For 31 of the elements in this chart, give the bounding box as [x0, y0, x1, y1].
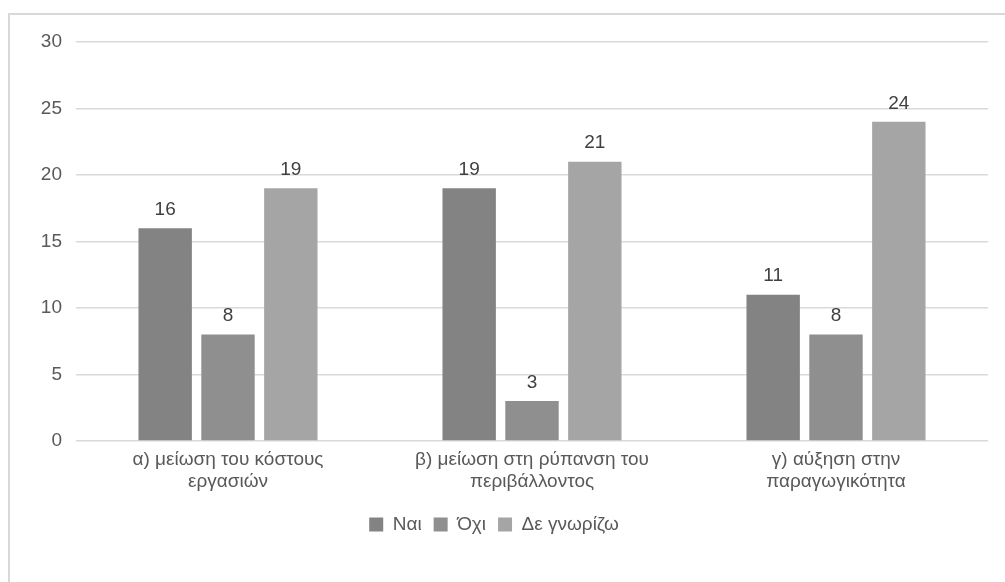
data-label: 16 — [154, 197, 176, 219]
data-label: 21 — [584, 131, 606, 153]
x-tick-label: γ) αύξηση στην παραγωγικότητα — [766, 447, 906, 492]
x-tick-label: β) μείωση στη ρύπανση του περιβάλλοντος — [415, 447, 649, 492]
bar — [746, 294, 800, 441]
legend-label: Δε γνωρίζω — [521, 512, 619, 534]
x-tick-label: α) μείωση του κόστους εργασιών — [132, 447, 324, 492]
bar — [809, 334, 863, 441]
data-label: 3 — [526, 370, 538, 392]
legend-label: Ναι — [392, 512, 422, 534]
data-label: 19 — [280, 158, 302, 180]
bar — [442, 188, 496, 441]
data-label: 8 — [222, 304, 234, 326]
y-tick-label: 30 — [40, 30, 62, 52]
bar — [138, 228, 192, 441]
bar — [872, 121, 926, 441]
bar — [201, 334, 255, 441]
data-label: 8 — [830, 304, 842, 326]
y-tick-label: 0 — [51, 429, 62, 451]
data-label: 24 — [888, 91, 910, 113]
legend-label: Όχι — [456, 512, 487, 534]
y-tick-label: 15 — [40, 229, 62, 251]
y-tick-label: 25 — [40, 96, 62, 118]
bar — [568, 161, 622, 441]
bar — [264, 188, 318, 441]
data-label: 19 — [458, 158, 480, 180]
bar — [505, 401, 559, 441]
data-label: 11 — [763, 264, 784, 286]
y-tick-label: 20 — [40, 163, 62, 185]
y-tick-label: 10 — [40, 296, 62, 318]
y-tick-label: 5 — [51, 362, 62, 384]
